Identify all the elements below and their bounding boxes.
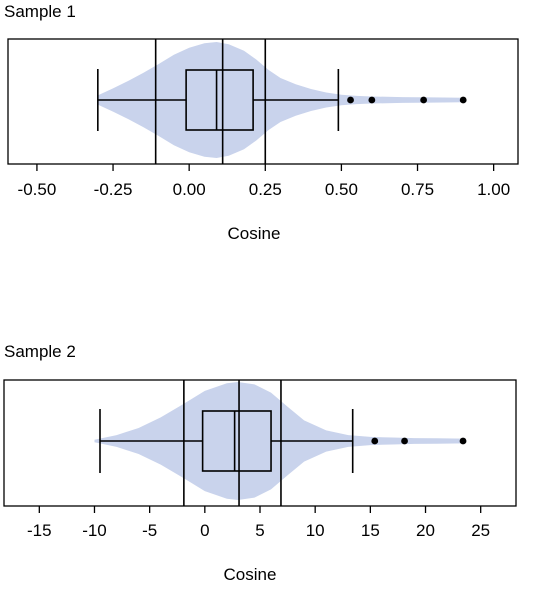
x-tick-label: 20: [416, 521, 435, 540]
x-tick-label: 5: [255, 521, 264, 540]
outlier-point: [347, 96, 354, 104]
x-tick-label: 25: [471, 521, 490, 540]
iqr-box: [185, 69, 254, 131]
outlier-point: [459, 437, 467, 445]
outlier-point: [420, 96, 428, 104]
x-tick-label: -10: [82, 521, 107, 540]
panel-title: Sample 1: [4, 2, 76, 21]
plot-area: [97, 39, 467, 164]
plot-frame: [7, 38, 519, 165]
x-axis: -0.50 -0.25 0.00 0.25 0.50 0.75 1.00: [18, 164, 510, 199]
x-tick-label: 0.75: [401, 180, 434, 199]
x-axis-label: Cosine: [224, 565, 277, 584]
x-tick-label: -5: [142, 521, 157, 540]
panel-sample-2: Sample 2 -15 -10 -5 0 5 10 15 20 25 Cosine: [3, 342, 517, 584]
x-axis-label: Cosine: [228, 224, 281, 243]
plot-area: [94, 380, 467, 506]
x-tick-label: 0.50: [325, 180, 358, 199]
x-axis: -15 -10 -5 0 5 10 15 20 25: [27, 506, 490, 540]
x-tick-label: 0: [200, 521, 209, 540]
x-tick-label: -15: [27, 521, 52, 540]
outlier-point: [459, 96, 467, 104]
x-tick-label: 15: [361, 521, 380, 540]
outlier-point: [368, 96, 376, 104]
panel-title: Sample 2: [4, 342, 76, 361]
x-tick-label: 0.00: [173, 180, 206, 199]
x-tick-label: 1.00: [477, 180, 510, 199]
outlier-point: [371, 437, 379, 445]
x-tick-label: 0.25: [249, 180, 282, 199]
outlier-point: [401, 437, 408, 445]
x-tick-label: -0.50: [18, 180, 57, 199]
x-tick-label: 10: [306, 521, 325, 540]
iqr-box: [201, 410, 272, 472]
x-tick-label: -0.25: [94, 180, 133, 199]
panel-sample-1: Sample 1 -0.50 -0.25 0.00 0.25 0.50 0.75 1.00 …: [4, 2, 519, 243]
